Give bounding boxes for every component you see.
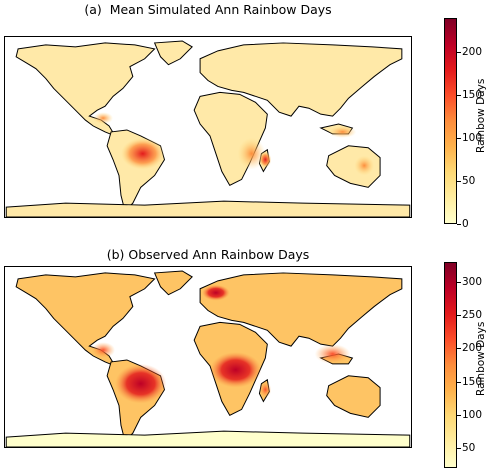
colorbar-tick: 200	[456, 46, 483, 59]
colorbar-tick: 300	[456, 275, 483, 288]
colorbar-tick: 200	[456, 342, 483, 355]
panel-a-title: (a) Mean Simulated Ann Rainbow Days	[84, 2, 332, 17]
panel-b-map	[4, 266, 412, 448]
colorbar-tick: 150	[456, 89, 483, 102]
panel-b-title: (b) Observed Ann Rainbow Days	[106, 247, 310, 262]
colorbar-tick: 50	[456, 442, 476, 455]
colorbar-tick: 100	[456, 408, 483, 421]
colorbar-tick: 150	[456, 375, 483, 388]
hotspots-b	[91, 284, 351, 404]
colorbar-tick: 100	[456, 132, 483, 145]
hotspots-a	[93, 112, 375, 176]
colorbar-tick: 50	[456, 175, 476, 188]
colorbar-b	[444, 262, 457, 468]
colorbar-tick: 250	[456, 309, 483, 322]
colorbar-a	[444, 18, 457, 224]
colorbar-tick: 0	[457, 218, 469, 230]
panel-a-map	[4, 36, 412, 218]
